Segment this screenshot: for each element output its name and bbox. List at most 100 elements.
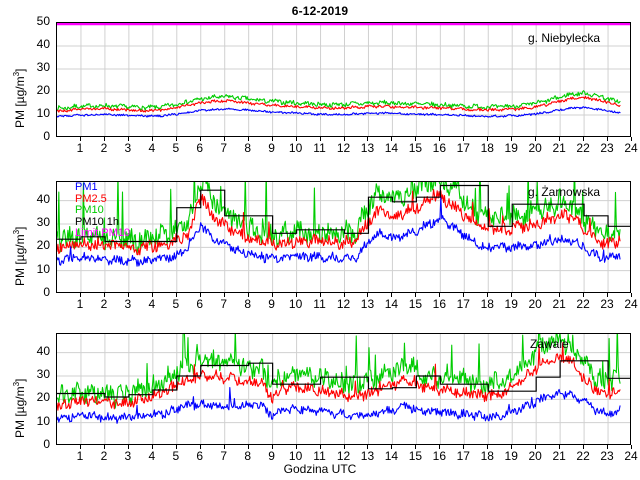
x-tick-mark [175,293,177,297]
x-tick-mark [511,293,513,297]
x-tick-label: 12 [336,297,351,311]
x-tick-label: 11 [313,449,326,463]
x-tick-mark [79,445,81,449]
x-tick-mark [487,137,489,141]
x-tick-label: 22 [576,297,590,311]
x-tick-label: 21 [552,297,566,311]
x-tick-mark [391,293,393,297]
x-tick-mark [367,137,369,141]
x-tick-label: 23 [600,297,614,311]
x-tick-mark [103,445,105,449]
legend-item-pm10: PM10 [75,204,104,216]
x-tick-label: 24 [624,297,638,311]
y-tick-label: 0 [43,129,50,143]
x-tick-mark [607,137,609,141]
x-tick-label: 5 [172,141,180,155]
x-tick-label: 17 [456,449,470,463]
x-tick-mark [415,293,417,297]
x-tick-mark [343,445,345,449]
x-tick-mark [367,293,369,297]
x-tick-mark [367,445,369,449]
y-tick-label: 10 [36,413,50,428]
x-tick-label: 15 [408,297,423,311]
x-tick-mark [151,445,153,449]
x-tick-label: 16 [432,449,446,463]
x-tick-mark [151,293,153,297]
x-tick-mark [391,137,393,141]
x-tick-label: 5 [172,449,180,463]
x-tick-label: 6 [196,449,204,463]
x-tick-mark [463,293,465,297]
x-tick-label: 10 [288,297,303,311]
x-tick-label: 23 [600,449,614,463]
x-tick-mark [559,445,561,449]
legend-item-limit: Limit PM10 [75,227,131,239]
x-tick-mark [463,445,465,449]
x-tick-mark [319,137,321,141]
x-tick-mark [487,293,489,297]
y-tick-label: 30 [36,60,50,74]
x-tick-label: 2 [100,449,108,463]
x-tick-label: 3 [124,297,132,311]
x-tick-mark [559,293,561,297]
x-tick-mark [271,137,273,141]
x-tick-label: 16 [432,297,446,311]
x-tick-label: 4 [148,141,156,155]
x-tick-label: 1 [76,141,84,155]
x-tick-label: 11 [313,297,326,311]
x-tick-mark [223,137,225,141]
y-tick-label: 10 [36,261,50,276]
x-tick-mark [175,445,177,449]
station-label-3: Zawale [530,337,569,351]
y-tick-label: 30 [36,367,50,381]
x-axis-label: Godzina UTC [283,462,357,476]
x-tick-mark [271,445,273,449]
x-tick-label: 18 [480,449,494,463]
x-tick-label: 14 [384,141,399,155]
x-tick-label: 20 [528,449,542,463]
y-tick-label: 40 [36,37,50,51]
x-tick-mark [343,293,345,297]
x-tick-label: 2 [100,297,108,311]
x-tick-mark [223,293,225,297]
x-tick-mark [295,445,297,449]
x-tick-label: 19 [504,449,518,463]
x-tick-mark [343,137,345,141]
figure-title: 6-12-2019 [291,4,349,18]
x-tick-label: 3 [124,449,132,463]
station-label-1: g. Niebylecka [528,31,601,45]
x-tick-label: 19 [504,141,518,155]
y-tick-label: 0 [43,285,50,299]
y-axis-label-2: PM [µg/m3] [12,226,27,286]
x-tick-label: 7 [220,141,228,155]
x-tick-label: 13 [360,297,375,311]
legend: PM1 PM2.5 PM10 PM10 1h Limit PM10 [75,181,131,240]
x-tick-label: 20 [528,297,542,311]
x-tick-label: 10 [288,141,303,155]
plot-area-3 [56,333,631,445]
x-tick-label: 18 [480,297,494,311]
x-tick-mark [511,137,513,141]
x-tick-mark [583,293,585,297]
x-tick-label: 8 [244,297,251,311]
x-tick-label: 22 [576,141,590,155]
x-tick-mark [199,293,201,297]
x-tick-mark [175,137,177,141]
x-tick-mark [271,293,273,297]
x-tick-label: 23 [600,141,614,155]
x-tick-mark [535,293,537,297]
plot-canvas-3 [57,334,630,444]
x-tick-label: 4 [148,297,156,311]
x-tick-mark [295,137,297,141]
x-tick-mark [247,445,249,449]
x-tick-label: 6 [196,141,204,155]
x-tick-label: 15 [408,449,423,463]
x-tick-mark [199,137,201,141]
legend-item-pm1: PM1 [75,181,98,193]
x-tick-label: 17 [456,141,470,155]
y-axis-label-3: PM [µg/m3] [12,378,27,438]
y-tick-label: 10 [36,106,50,120]
x-tick-label: 10 [288,449,303,463]
plot-area-1 [56,22,631,137]
plot-canvas-2 [57,182,630,292]
